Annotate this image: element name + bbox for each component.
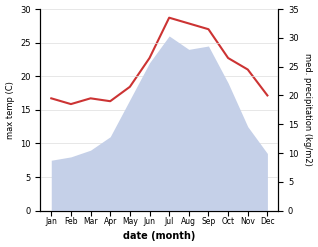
Y-axis label: med. precipitation (kg/m2): med. precipitation (kg/m2) <box>303 53 313 166</box>
Y-axis label: max temp (C): max temp (C) <box>5 81 15 139</box>
X-axis label: date (month): date (month) <box>123 231 196 242</box>
